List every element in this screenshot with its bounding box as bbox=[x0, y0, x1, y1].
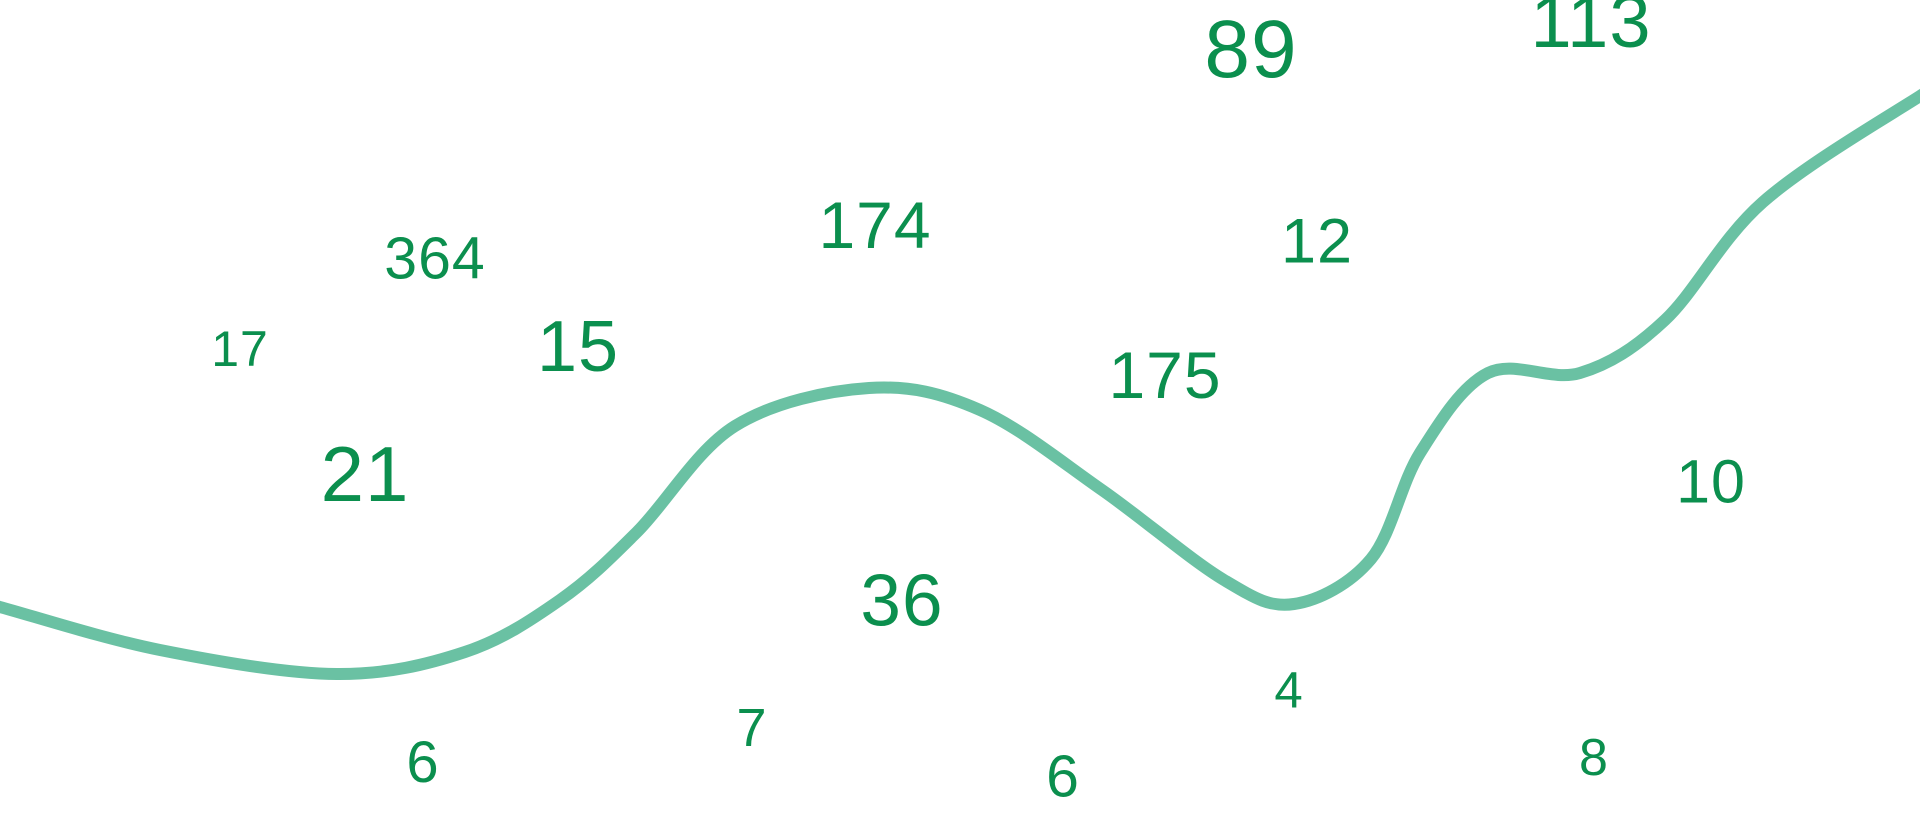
number-label: 174 bbox=[818, 188, 932, 262]
number-label: 21 bbox=[320, 430, 410, 518]
number-label: 10 bbox=[1676, 447, 1746, 516]
number-label: 6 bbox=[406, 730, 440, 795]
number-label: 7 bbox=[736, 698, 768, 758]
number-label: 113 bbox=[1530, 0, 1652, 63]
number-label: 8 bbox=[1579, 729, 1609, 787]
number-label: 6 bbox=[1046, 743, 1080, 810]
number-label: 36 bbox=[860, 560, 944, 642]
curve-line bbox=[0, 88, 1920, 681]
number-label: 12 bbox=[1280, 206, 1354, 277]
number-label: 17 bbox=[211, 321, 269, 377]
number-label: 4 bbox=[1274, 661, 1304, 719]
number-label: 89 bbox=[1204, 4, 1298, 95]
number-label: 364 bbox=[384, 225, 486, 292]
number-label: 175 bbox=[1108, 338, 1222, 412]
number-label: 15 bbox=[536, 307, 620, 387]
